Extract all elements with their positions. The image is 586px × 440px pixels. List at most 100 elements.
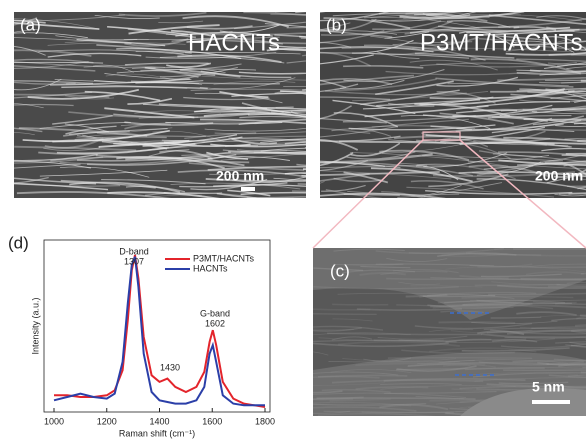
fiber: [243, 12, 306, 17]
fiber: [320, 52, 470, 59]
fiber: [14, 163, 81, 169]
fiber: [338, 340, 460, 347]
fiber: [210, 32, 306, 36]
fiber: [313, 371, 399, 376]
fiber: [124, 62, 209, 66]
fiber: [486, 383, 586, 388]
fiber: [503, 369, 586, 372]
fiber: [65, 95, 115, 100]
x-tick-label: 1400: [149, 416, 169, 426]
fiber: [471, 320, 558, 324]
fiber: [313, 332, 411, 336]
raman-chart: 1000 1200 1400 1600 1800 Raman shift (cm⁻¹) In…: [30, 239, 275, 438]
fiber: [127, 97, 173, 105]
fiber: [69, 181, 181, 193]
fiber: [124, 38, 189, 47]
fiber: [362, 96, 494, 110]
fiber: [332, 99, 416, 115]
fiber: [362, 30, 502, 35]
fiber: [363, 357, 412, 362]
fiber: [116, 48, 242, 60]
fiber: [565, 152, 586, 155]
fiber: [343, 193, 400, 197]
fiber: [425, 190, 573, 195]
annotation: 1602: [205, 318, 225, 328]
fiber: [525, 271, 584, 276]
fiber: [320, 30, 393, 38]
fiber: [165, 121, 283, 125]
fiber: [343, 171, 389, 184]
fiber: [94, 14, 160, 19]
fiber: [14, 18, 100, 30]
fiber: [320, 18, 377, 32]
fiber: [476, 165, 534, 177]
fiber: [539, 81, 586, 84]
fiber: [416, 361, 460, 365]
fiber: [113, 113, 250, 119]
fiber: [320, 51, 371, 67]
scale-label: 200 nm: [216, 168, 264, 184]
fiber: [442, 364, 497, 368]
fiber: [239, 115, 306, 119]
fiber: [461, 295, 574, 299]
fiber: [539, 71, 586, 76]
fiber: [74, 136, 167, 141]
fiber: [408, 361, 549, 367]
scale-label: 5 nm: [532, 379, 565, 395]
fiber: [317, 8, 373, 12]
fiber: [570, 344, 586, 348]
fiber: [337, 292, 496, 297]
fiber: [352, 90, 489, 102]
fiber: [321, 388, 391, 393]
fiber: [576, 315, 586, 320]
fiber: [320, 153, 433, 164]
fiber: [223, 39, 306, 45]
fiber: [313, 267, 364, 272]
fiber: [47, 42, 186, 46]
fiber: [96, 44, 192, 54]
fiber: [561, 81, 586, 84]
fiber: [47, 52, 142, 58]
fiber: [567, 374, 586, 377]
fiber: [545, 362, 586, 365]
fiber: [429, 347, 537, 353]
fiber: [498, 381, 569, 385]
fiber: [422, 294, 496, 298]
fiber: [359, 271, 406, 276]
fiber: [491, 281, 561, 286]
fiber: [490, 89, 565, 93]
fiber: [370, 35, 456, 51]
fiber: [360, 89, 460, 106]
fiber: [328, 360, 475, 363]
fiber: [429, 90, 575, 100]
fiber: [541, 36, 586, 51]
fiber: [166, 62, 212, 68]
fiber: [461, 347, 570, 352]
fiber: [313, 342, 449, 348]
fiber: [546, 363, 586, 366]
fiber: [320, 79, 347, 89]
fiber: [554, 383, 586, 389]
fiber: [433, 171, 576, 178]
fiber: [488, 292, 586, 296]
fiber: [540, 315, 586, 318]
fiber: [213, 184, 306, 187]
fiber: [327, 332, 483, 336]
fiber: [537, 361, 586, 367]
fiber: [438, 359, 568, 364]
fiber: [14, 61, 89, 69]
fiber: [381, 191, 426, 198]
fiber: [544, 79, 586, 82]
fiber: [477, 263, 533, 269]
fiber: [182, 15, 289, 28]
fiber: [39, 121, 131, 129]
fiber: [43, 147, 100, 152]
fiber: [415, 165, 459, 181]
fiber: [56, 143, 196, 155]
fiber: [275, 107, 306, 110]
fiber: [332, 13, 443, 17]
fiber: [135, 50, 184, 55]
fiber: [284, 171, 306, 175]
fiber: [330, 368, 412, 374]
fiber: [120, 121, 262, 127]
